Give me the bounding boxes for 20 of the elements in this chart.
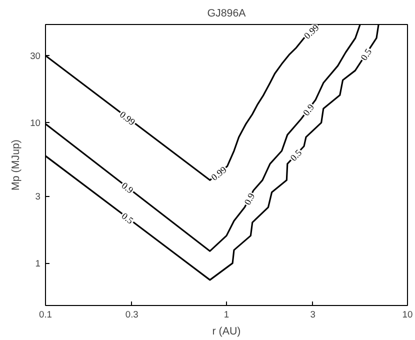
text: 0.5 bbox=[289, 148, 304, 164]
y-tick-label: 30 bbox=[30, 51, 41, 62]
x-tick-label: 10 bbox=[402, 310, 413, 320]
text: 0.99 bbox=[210, 165, 230, 184]
x-tick-label: 1 bbox=[224, 310, 230, 320]
text: 0.5 bbox=[119, 212, 135, 227]
x-tick-label: 0.3 bbox=[125, 310, 138, 320]
text: 0.99 bbox=[117, 110, 137, 128]
x-tick-label: 0.1 bbox=[39, 310, 52, 320]
y-tick-label: 1 bbox=[35, 258, 41, 269]
chart-title: GJ896A bbox=[207, 8, 247, 20]
text: 0.9 bbox=[243, 192, 258, 208]
y-tick-label: 3 bbox=[35, 192, 41, 202]
x-tick-label: 3 bbox=[310, 310, 316, 320]
y-axis-title: Mp (MJup) bbox=[10, 140, 22, 190]
y-tick-label: 10 bbox=[30, 118, 41, 128]
text: 0.9 bbox=[119, 181, 134, 196]
text: 0.9 bbox=[302, 102, 318, 118]
x-axis-title: r (AU) bbox=[212, 326, 241, 338]
text: 0.5 bbox=[360, 48, 374, 63]
